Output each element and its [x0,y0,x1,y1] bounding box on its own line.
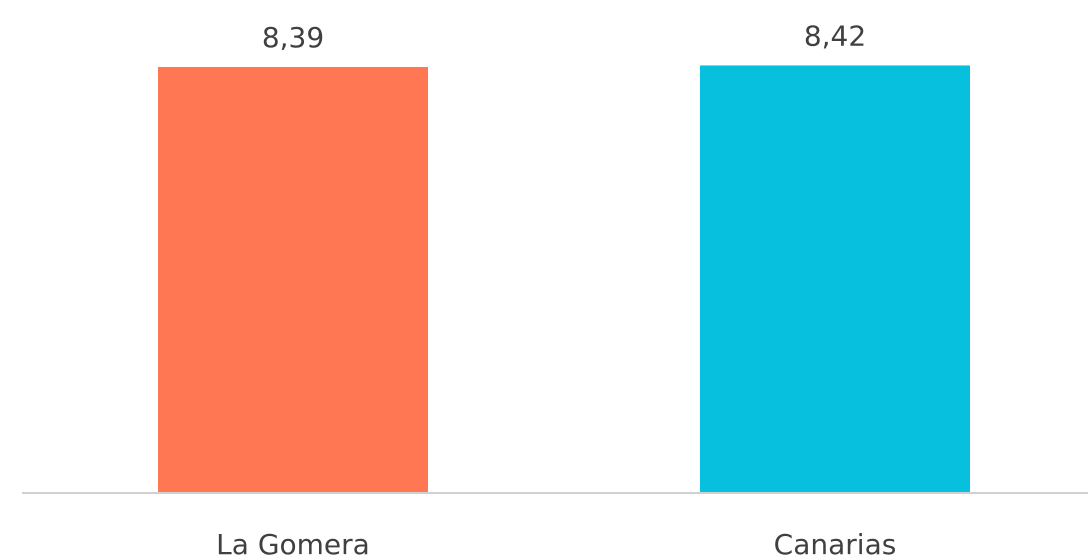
value-label: 8,42 [804,19,866,52]
x-tick-label: Canarias [774,528,897,560]
value-label: 8,39 [262,21,324,54]
x-tick-label: La Gomera [216,528,370,560]
bar [700,65,970,493]
bar [158,66,428,494]
